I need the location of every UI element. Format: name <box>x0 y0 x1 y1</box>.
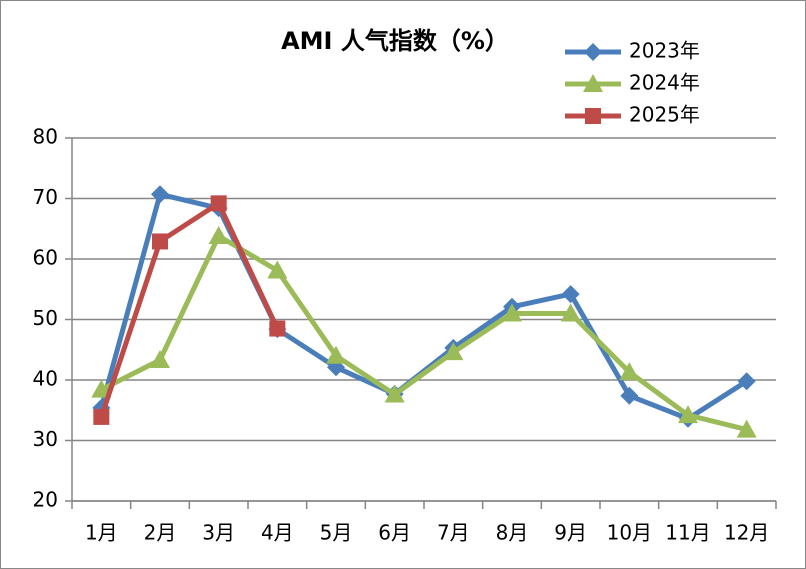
x-tick-label: 11月 <box>665 521 710 545</box>
y-tick-label: 60 <box>33 246 58 270</box>
data-point <box>210 195 227 212</box>
data-point <box>678 405 698 424</box>
data-point <box>152 233 168 250</box>
data-point <box>93 408 110 425</box>
x-tick-label: 8月 <box>496 521 529 545</box>
legend-marker <box>585 108 601 124</box>
x-tick-label: 5月 <box>320 521 353 545</box>
x-tick-label: 3月 <box>202 521 235 545</box>
y-tick-label: 70 <box>33 185 58 209</box>
data-point <box>151 185 169 204</box>
x-tick-label: 6月 <box>378 521 411 545</box>
data-point <box>269 320 286 337</box>
legend-label: 2025年 <box>629 103 700 127</box>
y-tick-label: 80 <box>33 125 58 149</box>
data-point <box>560 303 581 322</box>
data-point <box>502 303 522 322</box>
data-point <box>737 372 756 391</box>
y-tick-label: 50 <box>33 306 58 330</box>
legend-marker <box>584 43 602 61</box>
data-point <box>150 350 170 369</box>
data-point <box>384 384 405 403</box>
data-point <box>619 362 640 381</box>
data-point <box>326 345 346 364</box>
data-point <box>91 379 112 398</box>
y-tick-label: 40 <box>33 367 58 391</box>
chart-title: AMI 人气指数（%） <box>281 27 509 55</box>
data-point <box>443 342 464 361</box>
series-line <box>100 233 748 433</box>
legend-label: 2023年 <box>629 39 700 63</box>
x-tick-label: 10月 <box>607 521 652 545</box>
x-tick-label: 12月 <box>724 521 769 545</box>
x-tick-label: 1月 <box>85 521 118 545</box>
legend-label: 2024年 <box>629 71 700 95</box>
data-point <box>620 386 639 405</box>
x-tick-label: 7月 <box>437 521 470 545</box>
y-tick-label: 30 <box>33 427 58 451</box>
data-point <box>736 419 757 438</box>
x-tick-label: 2月 <box>144 521 177 545</box>
data-point <box>561 285 580 304</box>
y-tick-label: 20 <box>33 488 58 512</box>
legend-marker <box>583 74 603 92</box>
data-point <box>267 260 288 279</box>
data-point <box>208 226 229 245</box>
x-tick-label: 9月 <box>554 521 587 545</box>
series-line <box>98 200 280 418</box>
x-tick-label: 4月 <box>261 521 294 545</box>
